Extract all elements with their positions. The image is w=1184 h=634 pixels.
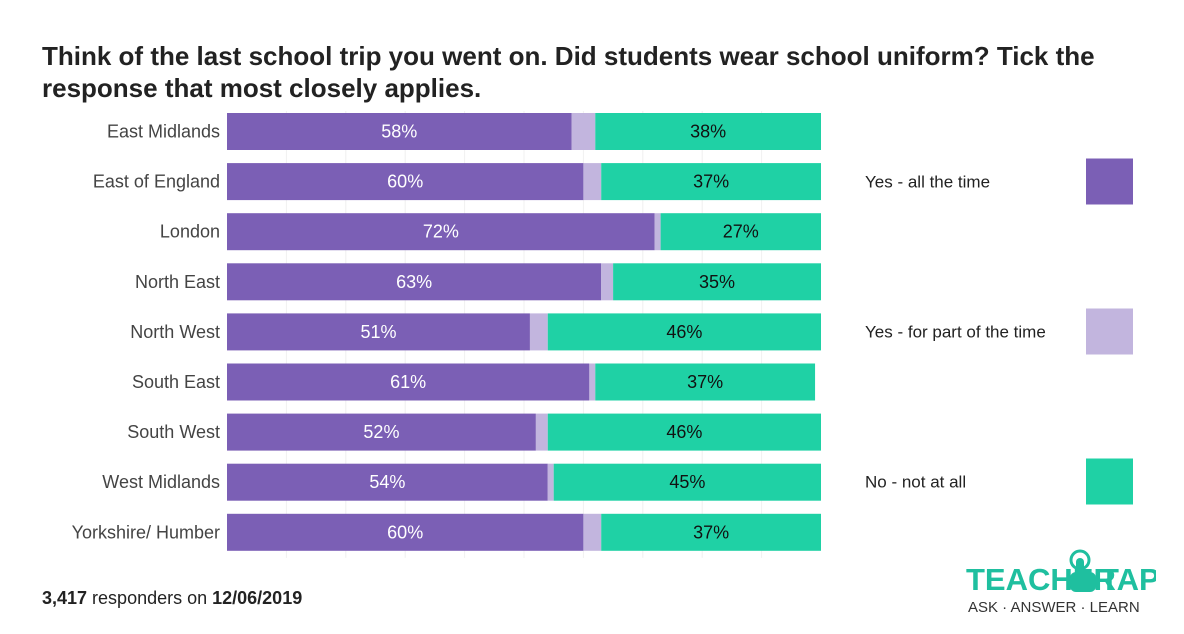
- bar-yes-for-part-of-the-time-east-of-england: [583, 163, 602, 201]
- data-label-no-not-at-all-london: 27%: [723, 222, 759, 242]
- legend-swatch-yes-all-the-time: [1086, 158, 1133, 205]
- bar-no-not-at-all-east-of-england: [601, 163, 821, 201]
- responder-count: 3,417: [42, 588, 88, 608]
- category-label-east-midlands: East Midlands: [107, 122, 220, 142]
- bar-no-not-at-all-north-west: [547, 313, 821, 351]
- data-label-no-not-at-all-east-of-england: 37%: [693, 172, 729, 192]
- legend-label-yes-all-the-time: Yes - all the time: [865, 173, 990, 192]
- legend-swatch-yes-for-part-of-the-time: [1086, 308, 1133, 355]
- data-label-yes-all-the-time-london: 72%: [423, 222, 459, 242]
- bar-yes-for-part-of-the-time-north-west: [529, 313, 548, 351]
- footer-middle-text: responders on: [87, 588, 213, 608]
- bar-yes-all-the-time-south-west: [227, 413, 536, 451]
- data-label-yes-all-the-time-north-east: 63%: [396, 272, 432, 292]
- category-label-london: London: [160, 222, 220, 242]
- bar-yes-all-the-time-north-east: [227, 263, 602, 301]
- bar-no-not-at-all-yorkshire-humber: [601, 513, 821, 551]
- category-label-east-of-england: East of England: [93, 172, 220, 192]
- data-label-no-not-at-all-north-east: 35%: [699, 272, 735, 292]
- category-label-north-west: North West: [130, 322, 220, 342]
- legend-label-no-not-at-all: No - not at all: [865, 473, 966, 492]
- bar-no-not-at-all-south-east: [595, 363, 816, 401]
- data-label-no-not-at-all-north-west: 46%: [666, 322, 702, 342]
- bar-yes-for-part-of-the-time-east-midlands: [571, 113, 596, 150]
- logo-word-right: TAPP: [1100, 562, 1156, 597]
- bar-yes-all-the-time-east-of-england: [227, 163, 584, 201]
- survey-date: 12/06/2019: [212, 588, 303, 608]
- data-label-yes-all-the-time-east-midlands: 58%: [381, 122, 417, 142]
- bar-yes-all-the-time-south-east: [227, 363, 590, 401]
- legend-label-yes-for-part-of-the-time: Yes - for part of the time: [865, 323, 1046, 342]
- data-label-yes-all-the-time-north-west: 51%: [360, 322, 396, 342]
- bar-yes-all-the-time-yorkshire-humber: [227, 513, 584, 551]
- data-label-yes-all-the-time-west-midlands: 54%: [369, 472, 405, 492]
- data-label-yes-all-the-time-yorkshire-humber: 60%: [387, 522, 423, 542]
- bar-no-not-at-all-east-midlands: [595, 113, 821, 150]
- data-label-yes-all-the-time-south-east: 61%: [390, 372, 426, 392]
- bar-yes-for-part-of-the-time-west-midlands: [547, 463, 554, 501]
- bar-yes-for-part-of-the-time-north-east: [601, 263, 614, 301]
- data-label-no-not-at-all-south-east: 37%: [687, 372, 723, 392]
- bar-yes-for-part-of-the-time-london: [654, 213, 661, 251]
- data-label-yes-all-the-time-south-west: 52%: [363, 422, 399, 442]
- bar-yes-all-the-time-north-west: [227, 313, 530, 351]
- bar-yes-for-part-of-the-time-south-west: [535, 413, 548, 451]
- bar-no-not-at-all-london: [660, 213, 821, 251]
- bar-yes-all-the-time-east-midlands: [227, 113, 572, 150]
- data-label-yes-all-the-time-east-of-england: 60%: [387, 172, 423, 192]
- data-label-no-not-at-all-yorkshire-humber: 37%: [693, 522, 729, 542]
- category-label-west-midlands: West Midlands: [102, 472, 220, 492]
- category-label-yorkshire-humber: Yorkshire/ Humber: [72, 522, 220, 542]
- tap-hand-icon: [1069, 549, 1096, 592]
- legend-swatch-no-not-at-all: [1086, 458, 1133, 505]
- bar-yes-all-the-time-london: [227, 213, 655, 251]
- bar-yes-for-part-of-the-time-yorkshire-humber: [583, 513, 602, 551]
- data-label-no-not-at-all-east-midlands: 38%: [690, 122, 726, 142]
- chart-title: Think of the last school trip you went o…: [42, 41, 1095, 103]
- bar-yes-for-part-of-the-time-south-east: [589, 363, 596, 401]
- teacher-tapp-logo: TEACHER TAPP ASK · ANSWER · LEARN: [966, 549, 1156, 616]
- bar-yes-all-the-time-west-midlands: [227, 463, 548, 501]
- bar-no-not-at-all-west-midlands: [553, 463, 821, 501]
- bar-no-not-at-all-north-east: [613, 263, 821, 301]
- bar-no-not-at-all-south-west: [547, 413, 821, 451]
- responders-footer: 3,417 responders on 12/06/2019: [42, 588, 302, 609]
- logo-tagline: ASK · ANSWER · LEARN: [968, 599, 1140, 616]
- category-label-north-east: North East: [135, 272, 220, 292]
- category-label-south-west: South West: [127, 422, 220, 442]
- data-label-no-not-at-all-south-west: 46%: [666, 422, 702, 442]
- category-label-south-east: South East: [132, 372, 220, 392]
- data-label-no-not-at-all-west-midlands: 45%: [669, 472, 705, 492]
